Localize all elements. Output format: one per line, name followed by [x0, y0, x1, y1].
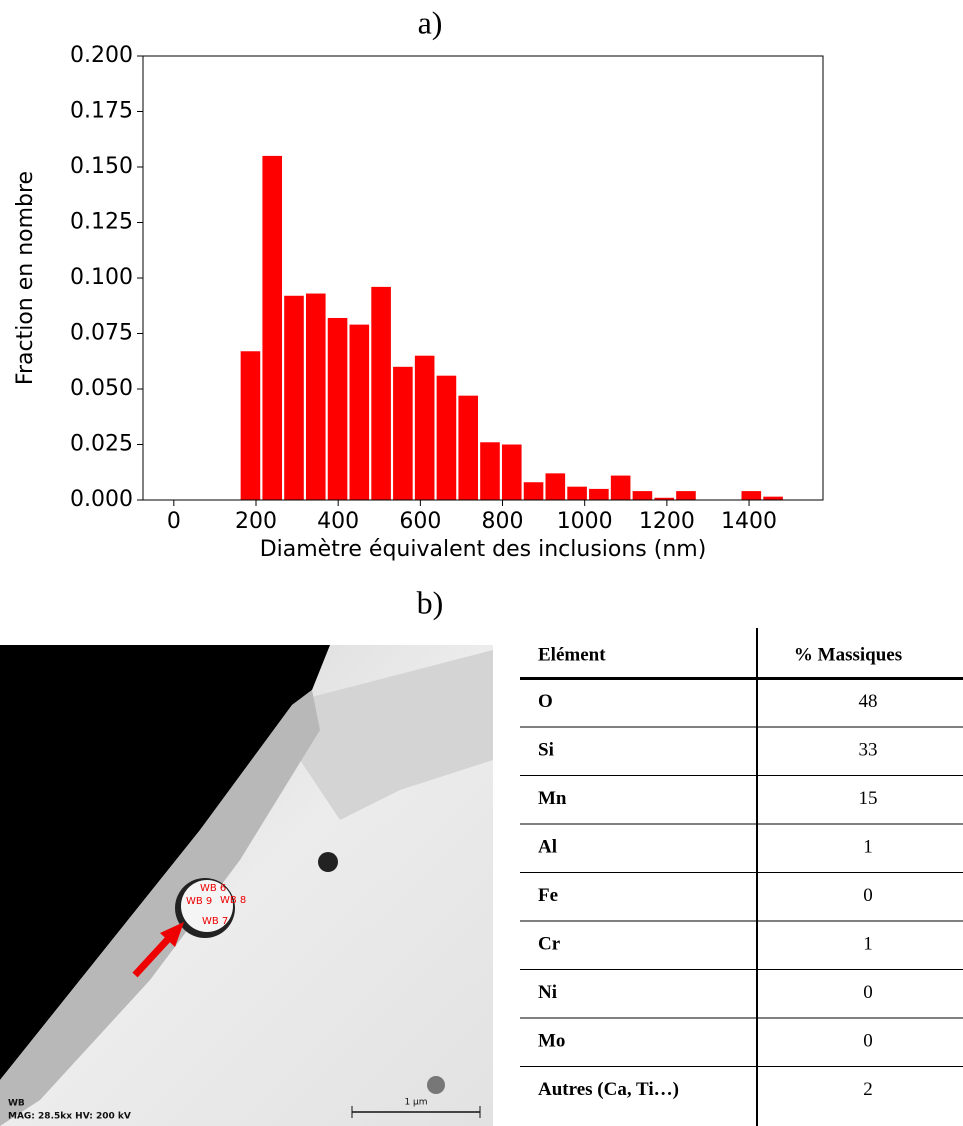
bar [632, 491, 653, 500]
panel-a-title: a) [418, 4, 443, 40]
table-cell: 0 [863, 982, 873, 1003]
point-label: WB 9 [186, 896, 212, 907]
y-tick-label: 0.050 [70, 376, 133, 401]
y-tick-label: 0.150 [70, 154, 133, 179]
plot-frame [142, 55, 824, 501]
x-tick-label: 0 [167, 509, 181, 534]
y-tick-label: 0.025 [70, 432, 133, 457]
x-tick-label: 200 [235, 509, 277, 534]
x-tick-label: 1400 [721, 509, 777, 534]
bar [523, 482, 544, 500]
image-info: MAG: 28.5kx HV: 200 kV [8, 1112, 131, 1122]
y-tick-label: 0.075 [70, 321, 133, 346]
inclusion [181, 880, 233, 932]
bar [741, 491, 762, 500]
panel-b-title: b) [417, 584, 444, 620]
particle [427, 1076, 445, 1094]
x-axis-label: Diamètre équivalent des inclusions (nm) [260, 537, 707, 562]
image-caption: WB [8, 1099, 25, 1109]
bar [305, 293, 326, 500]
table-cell: Al [538, 837, 557, 858]
bar [240, 351, 261, 500]
table-cell: 1 [863, 837, 873, 858]
table-cell: Cr [538, 934, 561, 955]
bar [393, 366, 413, 500]
point-label: WB 6 [200, 883, 226, 894]
table-cell: Ni [538, 982, 557, 1003]
table-cell: Fe [538, 885, 558, 906]
bar [262, 155, 283, 500]
bar [327, 317, 348, 500]
y-tick-label: 0.175 [70, 99, 133, 124]
particle [318, 852, 338, 872]
table-cell: Si [538, 740, 554, 761]
table-cell: 48 [859, 691, 878, 712]
table-cell: 0 [863, 1031, 873, 1052]
bar [610, 475, 631, 500]
y-tick-label: 0.125 [70, 210, 133, 235]
grain [300, 650, 493, 820]
x-tick-label: 1000 [557, 509, 613, 534]
point-label: WB 8 [220, 895, 246, 906]
table-cell: 15 [859, 788, 878, 809]
table-cell: 2 [863, 1079, 873, 1100]
bar [458, 395, 479, 500]
table-cell: 0 [863, 885, 873, 906]
table-cell: Mo [538, 1031, 565, 1052]
bar [545, 473, 566, 500]
y-tick-label: 0.100 [70, 265, 133, 290]
bar [501, 444, 522, 500]
arrow-shaft [132, 934, 173, 978]
micrograph: WB 6 WB 9 WB 8 WB 7 WB MAG: 28.5kx HV: 2… [0, 645, 493, 1126]
bar [676, 491, 696, 500]
y-axis-label: Fraction en nombre [13, 171, 38, 385]
point-label: WB 7 [202, 916, 228, 927]
bar [654, 497, 674, 500]
x-tick-label: 800 [482, 509, 524, 534]
y-tick-label: 0.200 [70, 43, 133, 68]
table-header: Elément [538, 644, 606, 665]
x-tick-label: 600 [399, 509, 441, 534]
bar [414, 355, 435, 500]
bar [567, 486, 587, 500]
dark-region [0, 645, 330, 1080]
x-tick-label: 400 [317, 509, 359, 534]
table-cell: Autres (Ca, Ti…) [538, 1079, 679, 1100]
bar [480, 442, 500, 500]
table-cell: 33 [859, 740, 878, 761]
composition-table: Elément % Massiques O 48 Si 33 Mn 15 Al 1 Fe 0 Cr 1 Ni… [520, 628, 963, 1126]
table-cell: Mn [538, 788, 567, 809]
y-tick-label: 0.000 [70, 487, 133, 512]
porous-band [0, 690, 320, 1126]
bar [371, 286, 391, 500]
bar [284, 295, 304, 500]
bar [436, 375, 457, 500]
table-header: % Massiques [794, 644, 902, 665]
x-tick-label: 1200 [639, 509, 695, 534]
table-cell: O [538, 691, 553, 712]
arrow-head [160, 922, 184, 947]
scale-label: 1 µm [404, 1098, 427, 1108]
table-cell: 1 [863, 934, 873, 955]
bar [589, 488, 609, 500]
bar [763, 496, 783, 500]
bar [349, 324, 370, 500]
